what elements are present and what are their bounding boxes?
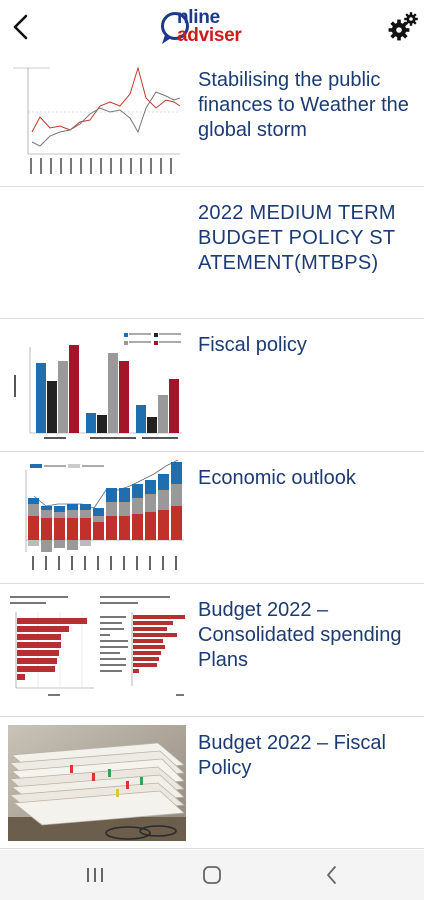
article-thumbnail-stacked-bar-chart bbox=[8, 459, 186, 576]
article-title: Budget 2022 – Consolidated spending Plan… bbox=[198, 599, 402, 671]
logo-speech-bubble-icon bbox=[161, 12, 189, 44]
back-icon bbox=[327, 866, 336, 884]
settings-button[interactable] bbox=[386, 10, 420, 44]
system-back-button[interactable] bbox=[312, 860, 352, 890]
home-button[interactable] bbox=[192, 860, 232, 890]
article-item[interactable]: 2022 MEDIUM TERM BUDGET POLICY ST ATEMEN… bbox=[0, 186, 424, 319]
article-thumbnail-bar-chart bbox=[8, 327, 186, 443]
article-thumbnail-empty bbox=[8, 194, 186, 311]
article-item[interactable]: Budget 2022 – Fiscal Policy bbox=[0, 716, 424, 849]
home-icon bbox=[203, 866, 221, 884]
logo-text-adviser: adviser bbox=[177, 25, 242, 46]
back-arrow-icon bbox=[13, 14, 28, 40]
online-adviser-logo: nline adviser bbox=[160, 5, 272, 49]
article-title: Fiscal policy bbox=[198, 334, 307, 356]
article-title: Budget 2022 – Fiscal Policy bbox=[198, 731, 386, 779]
recents-icon bbox=[87, 868, 103, 882]
article-thumbnail-line-chart bbox=[8, 62, 186, 178]
article-item[interactable]: Stabilising the public finances to Weath… bbox=[0, 54, 424, 187]
article-thumbnail-horizontal-bar-charts bbox=[8, 592, 186, 708]
logo-text-online: nline bbox=[177, 7, 220, 28]
article-item[interactable]: Fiscal policy bbox=[0, 319, 424, 452]
article-item[interactable]: Budget 2022 – Consolidated spending Plan… bbox=[0, 584, 424, 717]
app-header: nline adviser bbox=[0, 0, 424, 54]
article-title: Economic outlook bbox=[198, 466, 356, 489]
back-button[interactable] bbox=[6, 10, 36, 44]
article-thumbnail-paper-stack-photo bbox=[8, 724, 186, 841]
article-list: Stabilising the public finances to Weath… bbox=[0, 54, 424, 849]
article-title: 2022 MEDIUM TERM BUDGET POLICY ST ATEMEN… bbox=[198, 201, 396, 274]
gears-icon bbox=[388, 12, 418, 41]
article-item[interactable]: Economic outlook bbox=[0, 451, 424, 584]
recents-button[interactable] bbox=[75, 860, 115, 890]
system-navigation-bar bbox=[0, 850, 424, 900]
article-title: Stabilising the public finances to Weath… bbox=[198, 69, 409, 141]
